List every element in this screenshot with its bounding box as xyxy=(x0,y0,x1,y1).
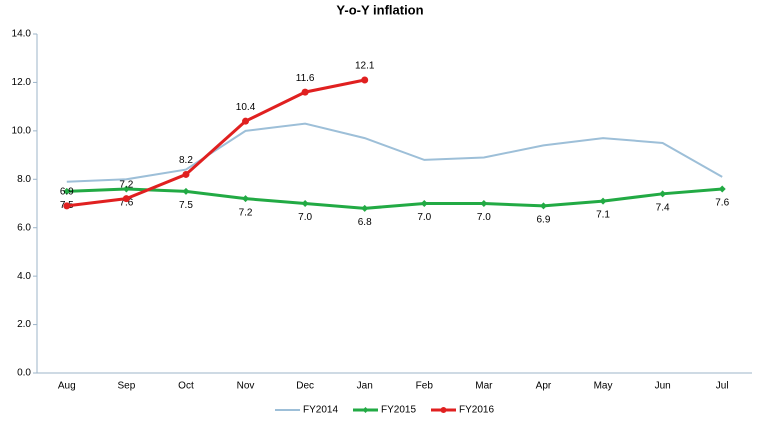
point xyxy=(63,202,71,210)
point xyxy=(480,200,488,207)
data-label: 12.1 xyxy=(355,61,375,72)
series-line xyxy=(66,122,723,183)
data-label: 11.6 xyxy=(296,73,315,84)
data-label: 7.1 xyxy=(596,210,610,221)
point xyxy=(122,185,130,193)
legend-marker xyxy=(440,407,447,413)
data-label: 7.0 xyxy=(477,212,491,223)
x-tick-label: Jun xyxy=(655,381,671,392)
point xyxy=(539,202,547,210)
data-label: 7.0 xyxy=(298,212,312,223)
x-tick-label: Aug xyxy=(58,381,76,392)
data-label: 7.2 xyxy=(239,207,253,218)
point xyxy=(420,200,428,207)
x-tick-label: Jan xyxy=(357,381,373,392)
x-tick-label: Nov xyxy=(237,381,255,392)
data-label: 7.5 xyxy=(179,200,193,211)
x-tick-label: Jul xyxy=(716,381,729,392)
point xyxy=(242,117,250,125)
x-tick-label: Oct xyxy=(178,381,194,392)
legend-label: FY2016 xyxy=(459,405,494,416)
data-label: 10.4 xyxy=(236,102,256,113)
series-line xyxy=(66,78,366,208)
series-line xyxy=(66,187,723,210)
data-label: 6.9 xyxy=(537,215,551,226)
y-tick-label: 14.0 xyxy=(12,29,32,40)
legend-marker xyxy=(362,407,369,413)
data-label: 7.6 xyxy=(119,198,133,209)
legend-label: FY2015 xyxy=(381,405,416,416)
x-tick-label: Dec xyxy=(296,381,314,392)
x-tick-label: Feb xyxy=(416,381,434,392)
point xyxy=(122,195,130,203)
y-tick-label: 10.0 xyxy=(12,125,32,136)
y-tick-label: 0.0 xyxy=(17,368,31,379)
x-tick-label: Apr xyxy=(536,381,552,392)
data-label: 7.2 xyxy=(119,179,133,190)
x-tick-label: Mar xyxy=(475,381,493,392)
x-tick-label: May xyxy=(594,381,613,392)
y-tick-label: 6.0 xyxy=(17,222,31,233)
point xyxy=(63,187,71,195)
legend-label: FY2014 xyxy=(303,405,338,416)
point xyxy=(242,195,250,203)
point xyxy=(659,190,667,198)
y-tick-label: 8.0 xyxy=(17,174,31,185)
data-label: 7.0 xyxy=(417,212,431,223)
data-label: 6.9 xyxy=(60,187,74,198)
point xyxy=(361,76,369,84)
x-tick-label: Sep xyxy=(117,381,135,392)
point xyxy=(361,204,369,212)
data-label: 8.2 xyxy=(179,155,193,166)
chart-title: Y-o-Y inflation xyxy=(336,2,423,17)
point xyxy=(718,185,726,193)
y-tick-label: 12.0 xyxy=(12,77,32,88)
data-label: 6.8 xyxy=(358,217,372,228)
point xyxy=(182,170,190,178)
y-tick-label: 2.0 xyxy=(17,319,31,330)
point xyxy=(301,88,309,96)
data-label: 7.6 xyxy=(715,198,729,209)
data-label: 7.4 xyxy=(656,202,670,213)
point xyxy=(301,200,309,207)
point xyxy=(599,197,607,205)
y-tick-label: 4.0 xyxy=(17,271,31,282)
point xyxy=(182,187,190,195)
